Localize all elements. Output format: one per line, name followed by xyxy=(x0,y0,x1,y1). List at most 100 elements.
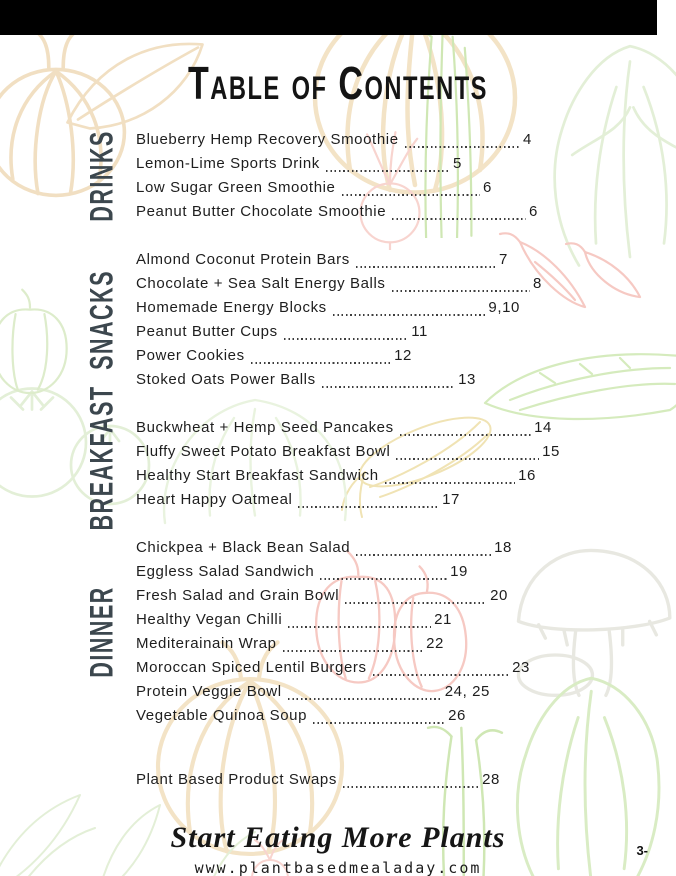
dotted-leader xyxy=(392,200,526,224)
entry-label: Lemon-Lime Sports Drink xyxy=(136,155,320,172)
entry-page-number: 5 xyxy=(453,155,462,172)
dotted-leader xyxy=(283,320,409,344)
dotted-leader xyxy=(282,632,424,656)
toc-entry[interactable]: Vegetable Quinoa Soup 26 xyxy=(136,704,466,728)
dotted-leader xyxy=(342,768,480,792)
entry-label: Peanut Butter Chocolate Smoothie xyxy=(136,203,387,220)
toc-entry[interactable]: Low Sugar Green Smoothie 6 xyxy=(136,176,492,200)
entry-page-number: 11 xyxy=(411,323,428,340)
toc-entry[interactable]: Power Cookies 12 xyxy=(136,344,412,368)
dotted-leader xyxy=(341,176,481,200)
toc-entry[interactable]: Buckwheat + Hemp Seed Pancakes 14 xyxy=(136,416,552,440)
toc-entry[interactable]: Healthy Vegan Chilli 21 xyxy=(136,608,452,632)
entry-page-number: 16 xyxy=(518,467,536,484)
toc-entry[interactable]: Mediterainain Wrap 22 xyxy=(136,632,444,656)
entry-page-number: 21 xyxy=(434,611,452,628)
entry-page-number: 24, 25 xyxy=(444,683,490,700)
section-label-snacks: Snacks xyxy=(84,270,121,370)
footer-website-link[interactable]: www.plantbasedmealaday.com xyxy=(194,859,482,876)
entry-page-number: 18 xyxy=(494,539,512,556)
toc-entry[interactable]: Stoked Oats Power Balls 13 xyxy=(136,368,476,392)
entry-label: Vegetable Quinoa Soup xyxy=(136,707,308,724)
section-label-dinner: Dinner xyxy=(84,586,121,678)
section-rows: Buckwheat + Hemp Seed Pancakes 14 Fluffy… xyxy=(136,416,676,512)
toc-entry[interactable]: Blueberry Hemp Recovery Smoothie 4 xyxy=(136,128,532,152)
toc-entry[interactable]: Homemade Energy Blocks 9,10 xyxy=(136,296,520,320)
entry-label: Chocolate + Sea Salt Energy Balls xyxy=(136,275,386,292)
section-rows: Blueberry Hemp Recovery Smoothie 4 Lemon… xyxy=(136,128,676,224)
dotted-leader xyxy=(355,248,497,272)
entry-page-number: 4 xyxy=(523,131,532,148)
toc-entry[interactable]: Protein Veggie Bowl 24, 25 xyxy=(136,680,490,704)
footer-tagline: Start Eating More Plants xyxy=(170,821,506,854)
entry-label: Homemade Energy Blocks xyxy=(136,299,327,316)
entry-label: Healthy Vegan Chilli xyxy=(136,611,283,628)
dotted-leader xyxy=(372,656,510,680)
section-rows: Chickpea + Black Bean Salad 18 Eggless S… xyxy=(136,536,676,728)
entry-label: Healthy Start Breakfast Sandwich xyxy=(136,467,379,484)
dotted-leader xyxy=(325,152,451,176)
toc-entry[interactable]: Healthy Start Breakfast Sandwich 16 xyxy=(136,464,536,488)
dotted-leader xyxy=(345,584,488,608)
entry-page-number: 7 xyxy=(499,251,508,268)
section-dinner: Dinner Chickpea + Black Bean Salad 18 Eg… xyxy=(70,536,676,728)
entry-label: Eggless Salad Sandwich xyxy=(136,563,315,580)
toc-entry[interactable]: Heart Happy Oatmeal 17 xyxy=(136,488,460,512)
toc-entry[interactable]: Fresh Salad and Grain Bowl 20 xyxy=(136,584,508,608)
dotted-leader xyxy=(321,368,456,392)
entry-label: Low Sugar Green Smoothie xyxy=(136,179,336,196)
entry-label: Mediterainain Wrap xyxy=(136,635,277,652)
entry-label: Almond Coconut Protein Bars xyxy=(136,251,350,268)
entry-label: Fresh Salad and Grain Bowl xyxy=(136,587,340,604)
dotted-leader xyxy=(404,128,521,152)
section-label-drinks: Drinks xyxy=(84,130,121,222)
entry-page-number: 14 xyxy=(534,419,552,436)
section-label-column: Breakfast xyxy=(70,386,136,531)
entry-label: Buckwheat + Hemp Seed Pancakes xyxy=(136,419,394,436)
section-snacks: Snacks Almond Coconut Protein Bars 7 Cho… xyxy=(70,248,676,392)
entry-page-number: 15 xyxy=(542,443,560,460)
entry-page-number: 8 xyxy=(533,275,542,292)
entry-page-number: 19 xyxy=(450,563,468,580)
entry-page-number: 28 xyxy=(482,771,500,788)
section-label-column: Snacks xyxy=(70,248,136,392)
entry-page-number: 6 xyxy=(483,179,492,196)
toc-entry[interactable]: Peanut Butter Chocolate Smoothie 6 xyxy=(136,200,538,224)
entry-label: Moroccan Spiced Lentil Burgers xyxy=(136,659,367,676)
entry-page-number: 22 xyxy=(426,635,444,652)
toc-entry[interactable]: Moroccan Spiced Lentil Burgers 23 xyxy=(136,656,530,680)
entry-label: Fluffy Sweet Potato Breakfast Bowl xyxy=(136,443,391,460)
dotted-leader xyxy=(356,536,491,560)
toc-entry[interactable]: Eggless Salad Sandwich 19 xyxy=(136,560,468,584)
section-rows: Almond Coconut Protein Bars 7 Chocolate … xyxy=(136,248,676,392)
entry-page-number: 9,10 xyxy=(488,299,520,316)
entry-label: Protein Veggie Bowl xyxy=(136,683,282,700)
toc-entry[interactable]: Plant Based Product Swaps 28 xyxy=(136,768,500,792)
top-black-bar xyxy=(0,0,657,35)
toc-entry[interactable]: Chocolate + Sea Salt Energy Balls 8 xyxy=(136,272,542,296)
dotted-leader xyxy=(287,680,442,704)
entry-page-number: 26 xyxy=(448,707,466,724)
dotted-leader xyxy=(320,560,447,584)
entry-page-number: 20 xyxy=(490,587,508,604)
toc-entry[interactable]: Almond Coconut Protein Bars 7 xyxy=(136,248,508,272)
dotted-leader xyxy=(332,296,486,320)
toc-entry[interactable]: Peanut Butter Cups 11 xyxy=(136,320,428,344)
entry-label: Chickpea + Black Bean Salad xyxy=(136,539,351,556)
toc-entry[interactable]: Lemon-Lime Sports Drink 5 xyxy=(136,152,462,176)
entry-label: Peanut Butter Cups xyxy=(136,323,278,340)
toc-entry[interactable]: Chickpea + Black Bean Salad 18 xyxy=(136,536,512,560)
entry-label: Heart Happy Oatmeal xyxy=(136,491,293,508)
section-drinks: Drinks Blueberry Hemp Recovery Smoothie … xyxy=(70,128,676,224)
entry-label: Stoked Oats Power Balls xyxy=(136,371,316,388)
entry-page-number: 12 xyxy=(394,347,412,364)
page-number: 3- xyxy=(636,843,648,858)
dotted-leader xyxy=(250,344,392,368)
dotted-leader xyxy=(384,464,516,488)
section-label-column: Dinner xyxy=(70,536,136,728)
section-label-breakfast: Breakfast xyxy=(84,385,121,531)
dotted-leader xyxy=(298,488,439,512)
toc-entry[interactable]: Fluffy Sweet Potato Breakfast Bowl 15 xyxy=(136,440,560,464)
dotted-leader xyxy=(313,704,446,728)
